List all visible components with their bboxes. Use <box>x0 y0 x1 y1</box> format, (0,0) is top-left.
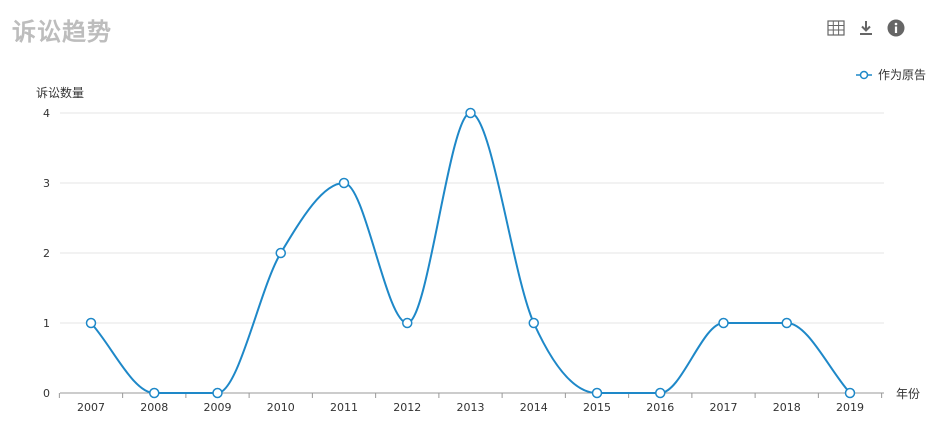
data-point <box>149 387 160 399</box>
x-tick-label: 2012 <box>393 401 421 414</box>
x-tick-label: 2014 <box>520 401 548 414</box>
y-axis-title: 诉讼数量 <box>36 86 85 100</box>
x-tick-label: 2010 <box>267 401 295 414</box>
x-tick-label: 2007 <box>77 401 105 414</box>
data-point <box>718 317 729 329</box>
data-point <box>591 387 603 399</box>
data-point <box>844 387 856 399</box>
data-point <box>781 317 792 329</box>
download-button[interactable] <box>856 18 876 38</box>
x-tick-label: 2015 <box>583 401 611 414</box>
chart-title: 诉讼趋势 <box>12 18 112 46</box>
x-tick-label: 2019 <box>836 401 864 414</box>
x-tick-label: 2017 <box>710 401 738 414</box>
y-tick-label: 3 <box>43 177 50 190</box>
table-icon <box>827 20 845 36</box>
data-point <box>275 247 286 259</box>
x-tick-label: 2011 <box>330 401 358 414</box>
y-tick-label: 1 <box>43 317 50 330</box>
download-icon <box>860 21 872 35</box>
x-axis-title: 年份 <box>896 387 921 401</box>
y-tick-label: 2 <box>43 247 50 260</box>
data-point <box>338 177 350 189</box>
y-tick-label: 0 <box>43 387 50 400</box>
x-tick-label: 2018 <box>773 401 801 414</box>
data-point <box>655 387 666 399</box>
legend-marker-icon <box>855 70 872 79</box>
data-point <box>402 317 413 329</box>
x-tick-label: 2009 <box>204 401 232 414</box>
info-button[interactable] <box>886 18 906 38</box>
info-icon <box>887 19 905 37</box>
data-point <box>212 387 223 399</box>
table-view-button[interactable] <box>826 18 846 38</box>
data-point <box>85 317 97 329</box>
legend-label: 作为原告 <box>877 68 926 82</box>
series-line <box>90 111 851 394</box>
chart-toolbar <box>826 18 906 38</box>
x-tick-label: 2016 <box>646 401 674 414</box>
y-tick-label: 4 <box>43 107 50 120</box>
data-point <box>528 317 539 329</box>
x-tick-label: 2013 <box>457 401 485 414</box>
legend-item[interactable]: 作为原告 <box>855 66 926 83</box>
data-point <box>465 107 476 119</box>
x-tick-label: 2008 <box>140 401 168 414</box>
